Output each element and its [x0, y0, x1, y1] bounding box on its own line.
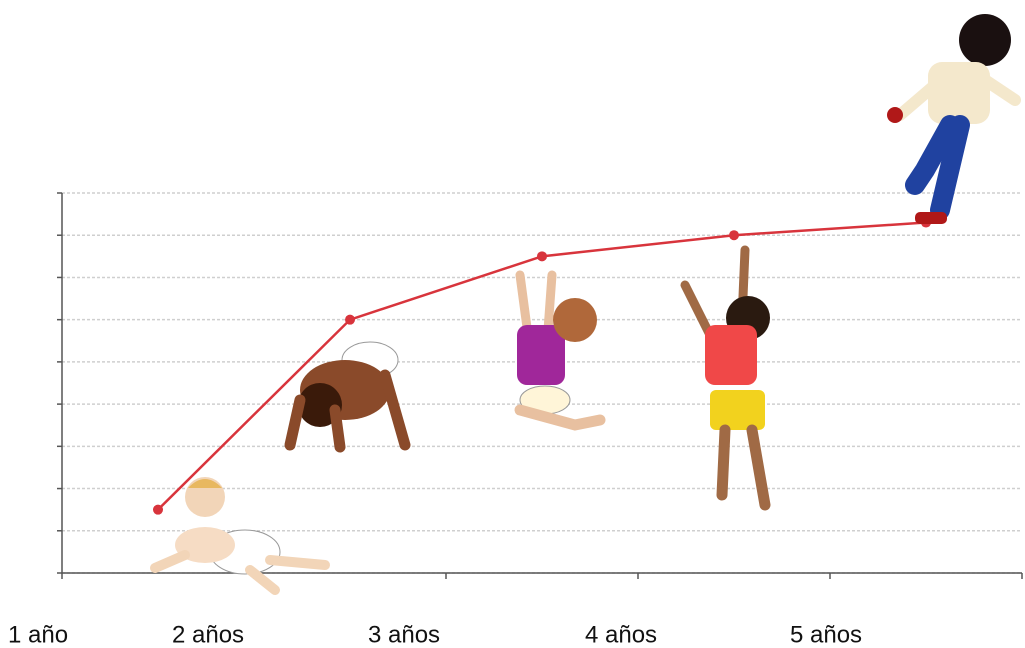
child-figure: [887, 14, 1021, 224]
x-tick-label: 5 años: [790, 621, 862, 648]
child-figure: [150, 477, 330, 595]
child-figure: [514, 270, 606, 431]
x-tick-label: 2 años: [172, 621, 244, 648]
data-point: [345, 314, 355, 325]
data-point: [153, 504, 163, 515]
child-figure: [284, 341, 411, 453]
data-point: [729, 230, 739, 241]
x-tick-label: 4 años: [585, 621, 657, 648]
illustrations: [150, 14, 1021, 595]
x-tick-label: 1 año: [8, 621, 68, 648]
data-point: [537, 251, 547, 262]
child-figure: [680, 245, 771, 511]
x-tick-label: 3 años: [368, 621, 440, 648]
